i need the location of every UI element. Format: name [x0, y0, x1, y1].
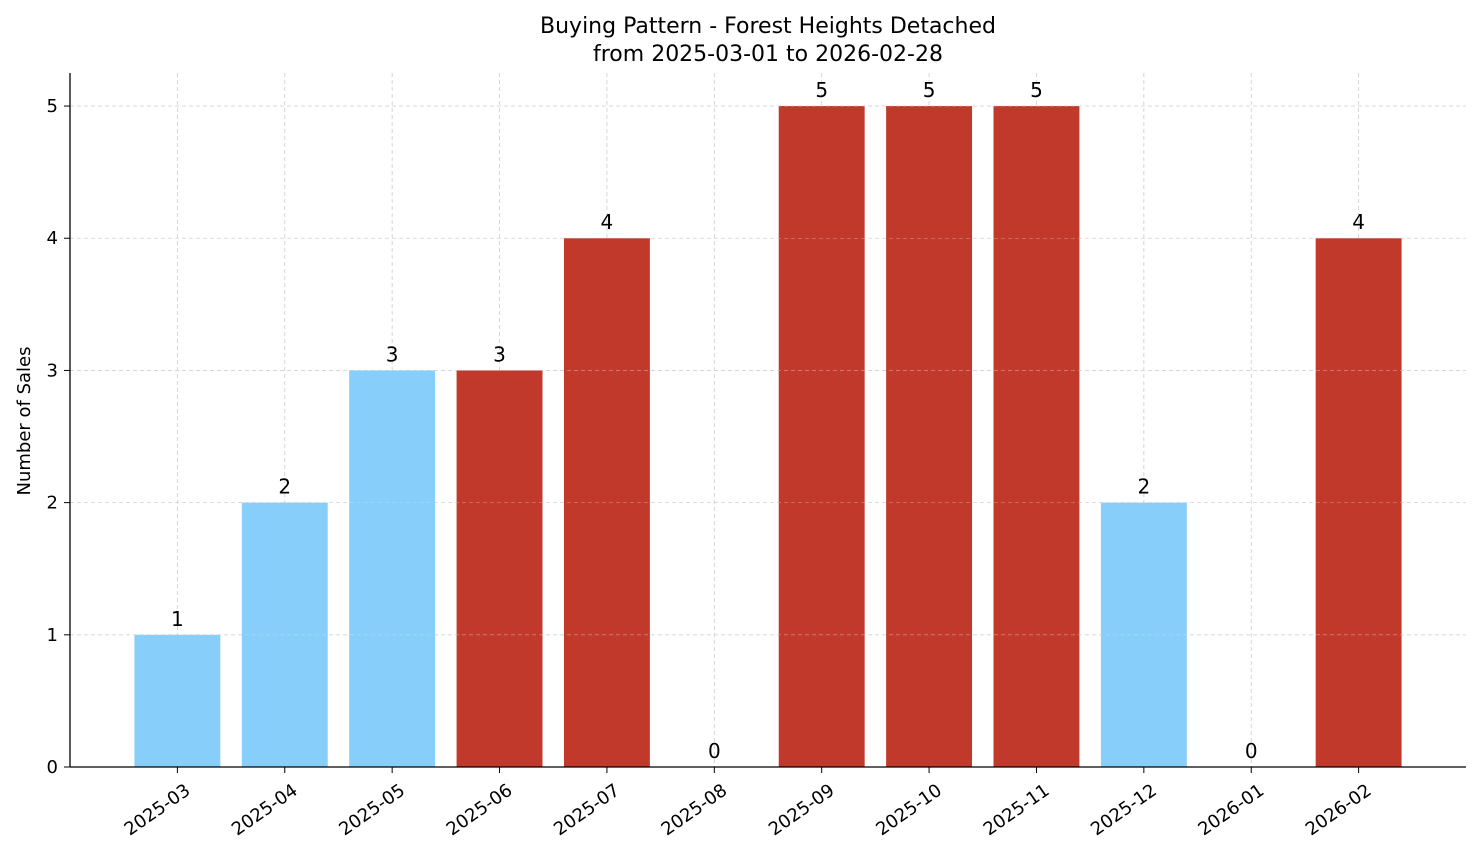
data-label: 2: [1137, 475, 1150, 499]
x-tick-label: 2025-08: [658, 780, 732, 840]
bar: [241, 502, 328, 767]
bar: [993, 106, 1080, 768]
x-tick-label: 2025-11: [980, 780, 1054, 840]
x-tick-label: 2026-01: [1194, 780, 1268, 840]
data-label: 3: [386, 342, 399, 366]
x-tick-label: 2025-09: [765, 780, 839, 840]
chart-subtitle: from 2025-03-01 to 2026-02-28: [593, 42, 943, 67]
y-tick-label: 3: [47, 360, 58, 381]
data-label: 0: [1245, 739, 1258, 763]
bar: [778, 106, 865, 768]
data-label: 4: [1352, 210, 1365, 234]
bar: [134, 634, 221, 767]
x-tick-label: 2025-04: [228, 780, 302, 840]
data-label: 5: [1030, 78, 1043, 102]
data-label: 4: [601, 210, 614, 234]
data-label: 5: [815, 78, 828, 102]
x-tick-label: 2025-05: [335, 780, 409, 840]
bar: [563, 238, 650, 767]
y-tick-label: 5: [47, 96, 58, 117]
x-tick-label: 2025-12: [1087, 780, 1161, 840]
y-tick-label: 2: [47, 493, 58, 514]
x-tick-label: 2026-02: [1302, 780, 1376, 840]
bar: [456, 370, 543, 767]
y-axis-label: Number of Sales: [14, 346, 35, 495]
x-tick-label: 2025-07: [550, 780, 624, 840]
data-label: 5: [923, 78, 936, 102]
data-label: 1: [171, 607, 184, 631]
chart-title: Buying Pattern - Forest Heights Detached: [540, 14, 996, 39]
data-label: 2: [278, 475, 291, 499]
data-label: 3: [493, 342, 506, 366]
y-tick-label: 1: [47, 625, 58, 646]
y-tick-label: 0: [47, 757, 58, 778]
bar: [349, 370, 436, 767]
bar: [886, 106, 973, 768]
data-label: 0: [708, 739, 721, 763]
y-tick-label: 4: [47, 228, 58, 249]
x-tick-label: 2025-03: [121, 780, 195, 840]
x-tick-label: 2025-06: [443, 780, 517, 840]
x-tick-label: 2025-10: [872, 780, 946, 840]
